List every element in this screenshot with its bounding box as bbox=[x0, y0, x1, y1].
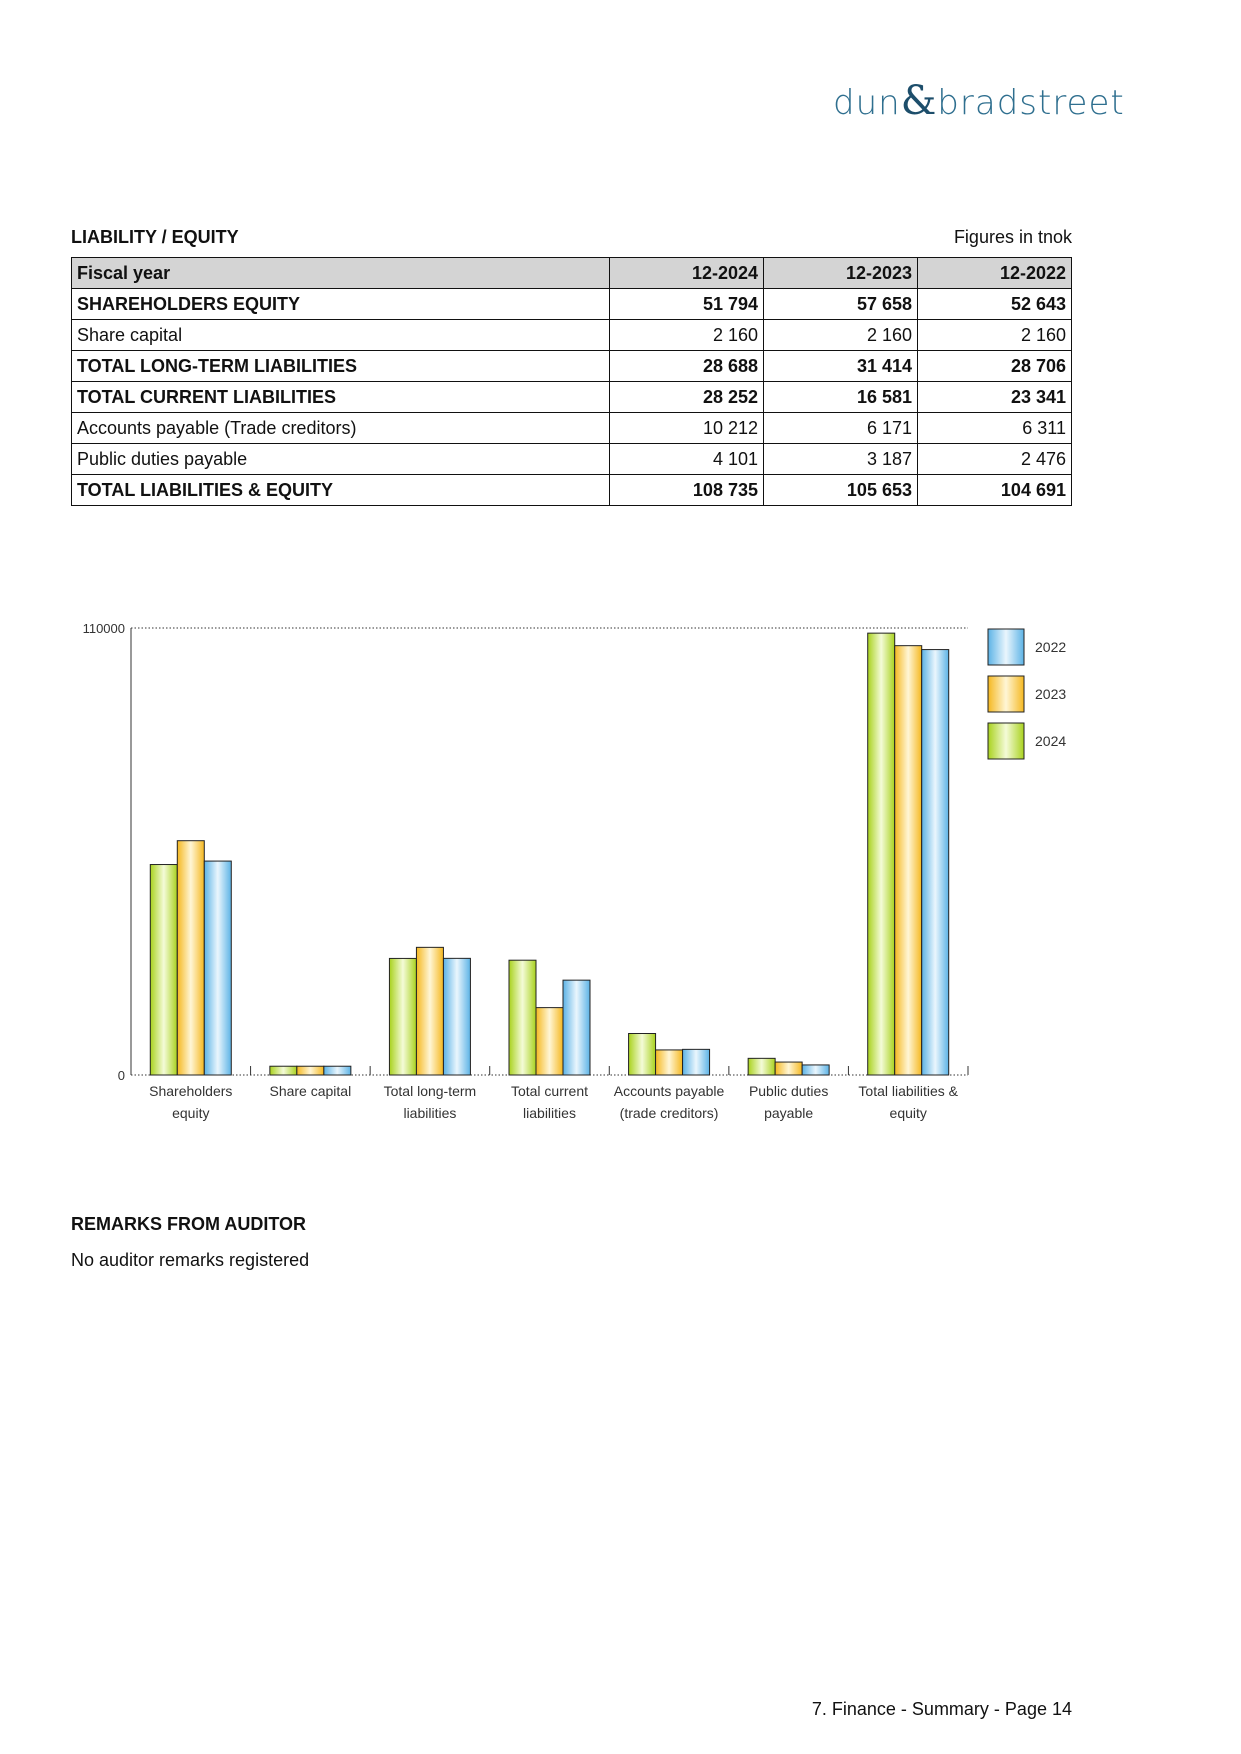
x-tick-label: Total long-term bbox=[384, 1083, 477, 1099]
bar-2022 bbox=[442, 957, 471, 1076]
row-value: 6 171 bbox=[763, 412, 918, 444]
logo-ampersand: & bbox=[900, 78, 938, 124]
table-row: Share capital 2 160 2 160 2 160 bbox=[71, 319, 1072, 351]
y-tick-label: 110000 bbox=[83, 621, 125, 636]
x-tick-label: Share capital bbox=[269, 1083, 351, 1099]
remarks-title: REMARKS FROM AUDITOR bbox=[71, 1214, 306, 1234]
x-tick-label: equity bbox=[890, 1105, 927, 1121]
row-value: 51 794 bbox=[609, 288, 764, 320]
row-value: 2 160 bbox=[917, 319, 1072, 351]
table-row: SHAREHOLDERS EQUITY 51 794 57 658 52 643 bbox=[71, 288, 1072, 320]
bar-2024 bbox=[508, 959, 537, 1076]
column-header: 12-2022 bbox=[917, 257, 1072, 289]
bar-2024 bbox=[747, 1057, 776, 1076]
row-value: 2 476 bbox=[917, 443, 1072, 475]
x-tick-label: Accounts payable bbox=[614, 1083, 725, 1099]
row-value: 104 691 bbox=[917, 474, 1072, 506]
table-row: Accounts payable (Trade creditors) 10 212… bbox=[71, 412, 1072, 444]
x-tick-label: liabilities bbox=[403, 1105, 456, 1121]
y-tick-label: 0 bbox=[118, 1068, 125, 1083]
bar-2024 bbox=[867, 632, 896, 1076]
bar-2023 bbox=[774, 1061, 803, 1076]
x-tick-label: equity bbox=[172, 1105, 209, 1121]
x-tick-label: liabilities bbox=[523, 1105, 576, 1121]
x-tick-label: (trade creditors) bbox=[620, 1105, 719, 1121]
legend-swatch-2024 bbox=[987, 722, 1025, 760]
bar-2022 bbox=[203, 860, 232, 1076]
bar-2023 bbox=[296, 1065, 325, 1076]
row-value: 52 643 bbox=[917, 288, 1072, 320]
bar-2024 bbox=[628, 1033, 657, 1076]
page-footer: 7. Finance - Summary - Page 14 bbox=[811, 1699, 1072, 1719]
table-header-row: Fiscal year 12-2024 12-2023 12-2022 bbox=[71, 257, 1072, 289]
logo-text-left: dun bbox=[833, 83, 901, 123]
row-label: TOTAL LIABILITIES & EQUITY bbox=[71, 474, 610, 506]
bar-2023 bbox=[415, 946, 444, 1076]
row-value: 108 735 bbox=[609, 474, 764, 506]
row-label: Share capital bbox=[71, 319, 610, 351]
column-header: 12-2023 bbox=[763, 257, 918, 289]
row-value: 3 187 bbox=[763, 443, 918, 475]
legend-swatch-2022 bbox=[987, 628, 1025, 666]
bar-2022 bbox=[801, 1064, 830, 1076]
bar-2024 bbox=[149, 864, 178, 1076]
x-tick-label: Shareholders bbox=[149, 1083, 232, 1099]
bar-2022 bbox=[682, 1048, 711, 1076]
bar-2023 bbox=[655, 1049, 684, 1076]
table-row: TOTAL LIABILITIES & EQUITY 108 735 105 653… bbox=[71, 474, 1072, 506]
row-value: 10 212 bbox=[609, 412, 764, 444]
bar-2023 bbox=[176, 840, 205, 1076]
legend-label: 2024 bbox=[1035, 733, 1066, 749]
remarks-text: No auditor remarks registered bbox=[71, 1250, 310, 1270]
bar-2022 bbox=[921, 649, 950, 1076]
x-tick-label: Total current bbox=[511, 1083, 588, 1099]
legend-swatch-2023 bbox=[987, 675, 1025, 713]
x-tick-label: Total liabilities & bbox=[858, 1083, 958, 1099]
row-value: 23 341 bbox=[917, 381, 1072, 413]
bar-2024 bbox=[388, 957, 417, 1076]
row-value: 31 414 bbox=[763, 350, 918, 382]
row-value: 2 160 bbox=[763, 319, 918, 351]
bar-2023 bbox=[894, 645, 923, 1076]
dun-bradstreet-logo: dun&bradstreet bbox=[833, 78, 1125, 124]
column-header: 12-2024 bbox=[609, 257, 764, 289]
fiscal-year-header: Fiscal year bbox=[71, 257, 610, 289]
row-value: 16 581 bbox=[763, 381, 918, 413]
x-tick-label: Public duties bbox=[749, 1083, 828, 1099]
bar-2023 bbox=[535, 1007, 564, 1076]
bar-2024 bbox=[269, 1065, 298, 1076]
legend-label: 2022 bbox=[1035, 639, 1066, 655]
units-label: Figures in tnok bbox=[953, 227, 1072, 247]
row-value: 2 160 bbox=[609, 319, 764, 351]
liability-equity-table: Fiscal year 12-2024 12-2023 12-2022 SHAREHOL… bbox=[71, 257, 1072, 506]
row-value: 28 252 bbox=[609, 381, 764, 413]
row-label: TOTAL LONG-TERM LIABILITIES bbox=[71, 350, 610, 382]
x-tick-label: payable bbox=[764, 1105, 813, 1121]
row-label: SHAREHOLDERS EQUITY bbox=[71, 288, 610, 320]
row-label: Accounts payable (Trade creditors) bbox=[71, 412, 610, 444]
section-title: LIABILITY / EQUITY bbox=[71, 227, 239, 247]
table-row: TOTAL CURRENT LIABILITIES 28 252 16 581 23 … bbox=[71, 381, 1072, 413]
bar-2022 bbox=[562, 979, 591, 1076]
legend-label: 2023 bbox=[1035, 686, 1066, 702]
bar-2022 bbox=[323, 1065, 352, 1076]
logo-text-right: bradstreet bbox=[937, 83, 1125, 123]
